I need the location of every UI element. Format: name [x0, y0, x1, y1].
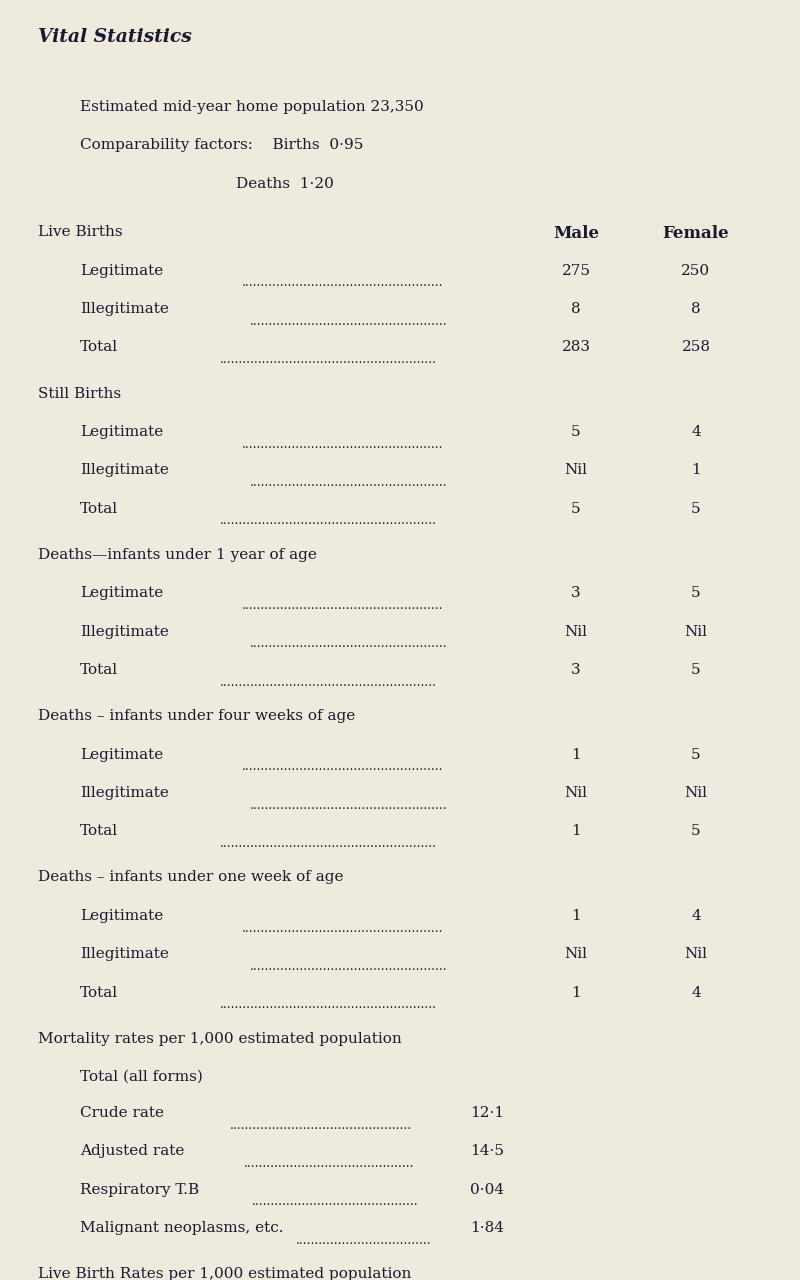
Text: 1: 1 — [571, 909, 581, 923]
Text: 5: 5 — [571, 502, 581, 516]
Text: Live Births: Live Births — [38, 225, 123, 239]
Text: Illegitimate: Illegitimate — [80, 947, 169, 961]
Text: 5: 5 — [691, 748, 701, 762]
Text: ...................................................: ........................................… — [250, 476, 447, 489]
Text: ...............................................: ........................................… — [230, 1119, 412, 1132]
Text: ............................................: ........................................… — [244, 1157, 414, 1170]
Text: ........................................................: ........................................… — [220, 515, 437, 527]
Text: Deaths – infants under one week of age: Deaths – infants under one week of age — [38, 870, 344, 884]
Text: Vital Statistics: Vital Statistics — [38, 28, 192, 46]
Text: ........................................................: ........................................… — [220, 353, 437, 366]
Text: 275: 275 — [562, 264, 590, 278]
Text: Illegitimate: Illegitimate — [80, 625, 169, 639]
Text: ...................................................: ........................................… — [250, 315, 447, 328]
Text: 3: 3 — [571, 663, 581, 677]
Text: Adjusted rate: Adjusted rate — [80, 1144, 184, 1158]
Text: ........................................................: ........................................… — [220, 837, 437, 850]
Text: 8: 8 — [691, 302, 701, 316]
Text: ...................................: ................................... — [296, 1234, 432, 1247]
Text: 5: 5 — [691, 586, 701, 600]
Text: Nil: Nil — [565, 947, 587, 961]
Text: 5: 5 — [691, 502, 701, 516]
Text: 1: 1 — [571, 986, 581, 1000]
Text: Female: Female — [662, 225, 730, 242]
Text: 1: 1 — [691, 463, 701, 477]
Text: 4: 4 — [691, 986, 701, 1000]
Text: Respiratory T.B: Respiratory T.B — [80, 1183, 199, 1197]
Text: Nil: Nil — [685, 625, 707, 639]
Text: 3: 3 — [571, 586, 581, 600]
Text: Mortality rates per 1,000 estimated population: Mortality rates per 1,000 estimated popu… — [38, 1032, 402, 1046]
Text: 1: 1 — [571, 748, 581, 762]
Text: 14·5: 14·5 — [470, 1144, 504, 1158]
Text: Still Births: Still Births — [38, 387, 122, 401]
Text: 5: 5 — [691, 824, 701, 838]
Text: 12·1: 12·1 — [470, 1106, 504, 1120]
Text: ....................................................: ........................................… — [242, 922, 443, 934]
Text: Legitimate: Legitimate — [80, 909, 163, 923]
Text: 1·84: 1·84 — [470, 1221, 504, 1235]
Text: Total: Total — [80, 986, 118, 1000]
Text: 4: 4 — [691, 425, 701, 439]
Text: Total (all forms): Total (all forms) — [80, 1070, 203, 1084]
Text: Legitimate: Legitimate — [80, 425, 163, 439]
Text: Illegitimate: Illegitimate — [80, 463, 169, 477]
Text: 258: 258 — [682, 340, 710, 355]
Text: ...........................................: ........................................… — [252, 1196, 418, 1208]
Text: Crude rate: Crude rate — [80, 1106, 164, 1120]
Text: Deaths – infants under four weeks of age: Deaths – infants under four weeks of age — [38, 709, 356, 723]
Text: Live Birth Rates per 1,000 estimated population: Live Birth Rates per 1,000 estimated pop… — [38, 1267, 412, 1280]
Text: Nil: Nil — [565, 786, 587, 800]
Text: Comparability factors:    Births  0·95: Comparability factors: Births 0·95 — [80, 138, 363, 152]
Text: Illegitimate: Illegitimate — [80, 786, 169, 800]
Text: ....................................................: ........................................… — [242, 599, 443, 612]
Text: ...................................................: ........................................… — [250, 799, 447, 812]
Text: 4: 4 — [691, 909, 701, 923]
Text: Nil: Nil — [565, 463, 587, 477]
Text: ........................................................: ........................................… — [220, 676, 437, 689]
Text: Nil: Nil — [685, 786, 707, 800]
Text: Total: Total — [80, 502, 118, 516]
Text: 5: 5 — [691, 663, 701, 677]
Text: Illegitimate: Illegitimate — [80, 302, 169, 316]
Text: 0·04: 0·04 — [470, 1183, 504, 1197]
Text: 1: 1 — [571, 824, 581, 838]
Text: Estimated mid-year home population 23,350: Estimated mid-year home population 23,35… — [80, 100, 424, 114]
Text: Male: Male — [553, 225, 599, 242]
Text: ....................................................: ........................................… — [242, 760, 443, 773]
Text: 283: 283 — [562, 340, 590, 355]
Text: Legitimate: Legitimate — [80, 264, 163, 278]
Text: Legitimate: Legitimate — [80, 586, 163, 600]
Text: ...................................................: ........................................… — [250, 637, 447, 650]
Text: Nil: Nil — [685, 947, 707, 961]
Text: Total: Total — [80, 663, 118, 677]
Text: Malignant neoplasms, etc.: Malignant neoplasms, etc. — [80, 1221, 283, 1235]
Text: 250: 250 — [682, 264, 710, 278]
Text: ...................................................: ........................................… — [250, 960, 447, 973]
Text: ........................................................: ........................................… — [220, 998, 437, 1011]
Text: ....................................................: ........................................… — [242, 276, 443, 289]
Text: Deaths—infants under 1 year of age: Deaths—infants under 1 year of age — [38, 548, 318, 562]
Text: Legitimate: Legitimate — [80, 748, 163, 762]
Text: Total: Total — [80, 824, 118, 838]
Text: Total: Total — [80, 340, 118, 355]
Text: ....................................................: ........................................… — [242, 438, 443, 451]
Text: 8: 8 — [571, 302, 581, 316]
Text: Nil: Nil — [565, 625, 587, 639]
Text: 5: 5 — [571, 425, 581, 439]
Text: Deaths  1·20: Deaths 1·20 — [80, 177, 334, 191]
